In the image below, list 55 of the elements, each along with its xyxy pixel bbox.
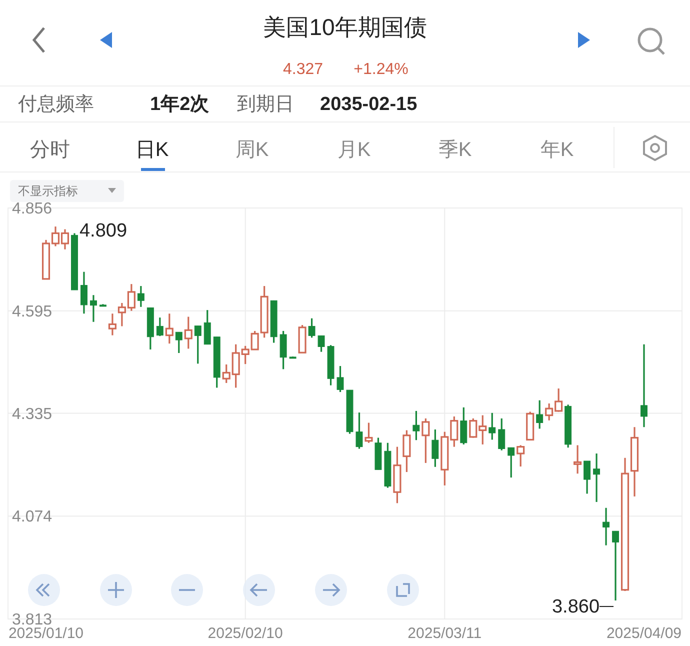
text: +1.24%	[354, 61, 408, 78]
candlestick	[488, 412, 496, 441]
candlestick	[308, 318, 316, 338]
text: 分时	[30, 139, 70, 161]
candlestick	[612, 530, 619, 602]
candlestick	[108, 312, 116, 336]
candlestick	[593, 452, 600, 503]
text: 季K	[438, 139, 472, 161]
candlestick	[318, 334, 325, 353]
candlestick	[184, 316, 192, 350]
candlestick	[584, 460, 591, 494]
annotation: 4.809	[79, 220, 128, 242]
text: 4.327	[282, 61, 324, 78]
text: 周K	[235, 139, 270, 161]
candlestick	[336, 365, 344, 393]
candlestick	[156, 316, 164, 337]
x-tick-label: 2025/04/09	[606, 625, 682, 642]
y-tick-label: 4.074	[12, 508, 52, 526]
text: 1年2次	[150, 94, 210, 115]
text: 日K	[135, 139, 170, 161]
candlestick	[574, 444, 582, 474]
candlestick	[204, 309, 211, 346]
candlestick	[422, 418, 430, 464]
text: 年K	[540, 139, 574, 161]
candlestick	[498, 418, 506, 452]
text: 到期日	[237, 94, 294, 115]
candlestick	[640, 344, 648, 428]
y-tick-label: 4.856	[12, 200, 52, 218]
candlestick	[356, 412, 363, 450]
candlestick	[432, 428, 439, 468]
candlestick	[460, 406, 468, 446]
x-tick-label: 2025/02/10	[208, 625, 283, 642]
candlestick	[364, 422, 373, 444]
x-tick-label: 2025/03/11	[408, 625, 482, 642]
chart-title: 美国10年期国债	[263, 14, 427, 40]
candlestick	[280, 330, 287, 370]
candlestick	[90, 294, 97, 323]
candlestick	[536, 400, 544, 430]
annotation: 3.860	[552, 596, 600, 618]
candlestick	[602, 507, 610, 546]
candlestick	[137, 285, 144, 308]
text: 付息频率	[17, 93, 94, 115]
candlestick	[412, 410, 420, 441]
text: 月K	[337, 139, 372, 161]
y-tick-label: 4.595	[12, 303, 52, 320]
text: 不显示指标	[18, 184, 78, 198]
candlestick	[402, 429, 411, 473]
candlestick	[165, 312, 174, 344]
text: 2035-02-15	[320, 94, 418, 115]
candlestick	[175, 331, 182, 354]
y-tick-label: 4.335	[12, 406, 52, 423]
candlestick	[516, 444, 525, 468]
candlestick	[508, 446, 515, 478]
candlestick	[194, 325, 202, 364]
candlestick	[80, 271, 88, 314]
